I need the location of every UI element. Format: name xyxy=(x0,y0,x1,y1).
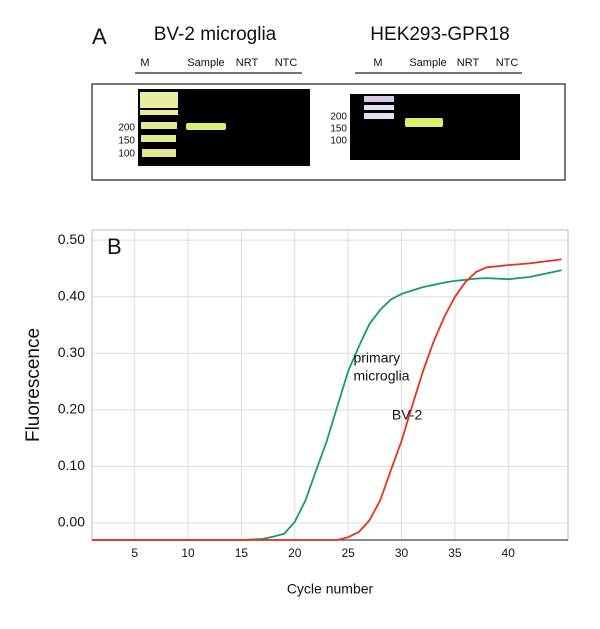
amplification-chart: 5 10 15 20 25 30 35 40 0.50 0.40 0.30 0.20 0.10 0.00 B… xyxy=(23,229,569,597)
x-tick-label: 40 xyxy=(502,546,516,560)
lane-label: M xyxy=(140,57,149,69)
x-tick-label: 20 xyxy=(288,546,302,560)
marker-label: 100 xyxy=(330,136,347,147)
marker-label: 200 xyxy=(118,123,135,134)
y-tick-label: 0.30 xyxy=(58,344,85,360)
gel-band xyxy=(141,122,177,129)
gel-title: BV-2 microglia xyxy=(154,24,277,45)
x-tick-label: 35 xyxy=(448,546,462,560)
series-line xyxy=(92,258,562,541)
lane-label: Sample xyxy=(187,57,224,69)
gel-band xyxy=(141,135,176,142)
lane-label: NRT xyxy=(236,57,259,69)
y-tick-label: 0.10 xyxy=(58,457,85,473)
gel-band xyxy=(364,113,394,119)
gel-band xyxy=(142,149,176,157)
x-tick-label: 25 xyxy=(341,546,355,560)
marker-label: 150 xyxy=(330,124,347,135)
lane-label: NTC xyxy=(275,57,298,69)
lane-label: NRT xyxy=(457,57,480,69)
curve-annotation: BV-2 xyxy=(392,406,423,422)
marker-label: 200 xyxy=(330,112,347,123)
lane-label: Sample xyxy=(409,57,446,69)
x-tick-label: 10 xyxy=(181,546,195,560)
y-tick-label: 0.00 xyxy=(58,514,85,530)
lane-label: NTC xyxy=(496,57,519,69)
x-axis-label: Cycle number xyxy=(287,581,374,597)
marker-label: 100 xyxy=(118,149,135,160)
x-tick-label: 15 xyxy=(235,546,249,560)
y-tick-label: 0.40 xyxy=(58,287,85,303)
gel-title: HEK293-GPR18 xyxy=(370,24,509,45)
panel-label: A xyxy=(92,24,107,49)
plot-area xyxy=(91,229,569,541)
y-tick-label: 0.50 xyxy=(58,231,85,247)
x-tick-label: 5 xyxy=(131,546,138,560)
y-axis-label: Fluorescence xyxy=(23,328,44,442)
gel-band xyxy=(140,92,178,108)
gel-band xyxy=(186,123,226,130)
curve-annotation: microglia xyxy=(353,368,409,384)
panel-label: B xyxy=(107,234,122,259)
curve-annotation: primary xyxy=(353,350,400,366)
marker-label: 150 xyxy=(118,136,135,147)
series-line xyxy=(92,269,562,541)
lane-label: M xyxy=(373,57,382,69)
x-tick-label: 30 xyxy=(395,546,409,560)
gel-band xyxy=(405,118,443,127)
gel-band xyxy=(364,96,394,102)
gel-band xyxy=(140,110,178,115)
gel-band xyxy=(364,105,394,110)
y-tick-label: 0.20 xyxy=(58,401,85,417)
